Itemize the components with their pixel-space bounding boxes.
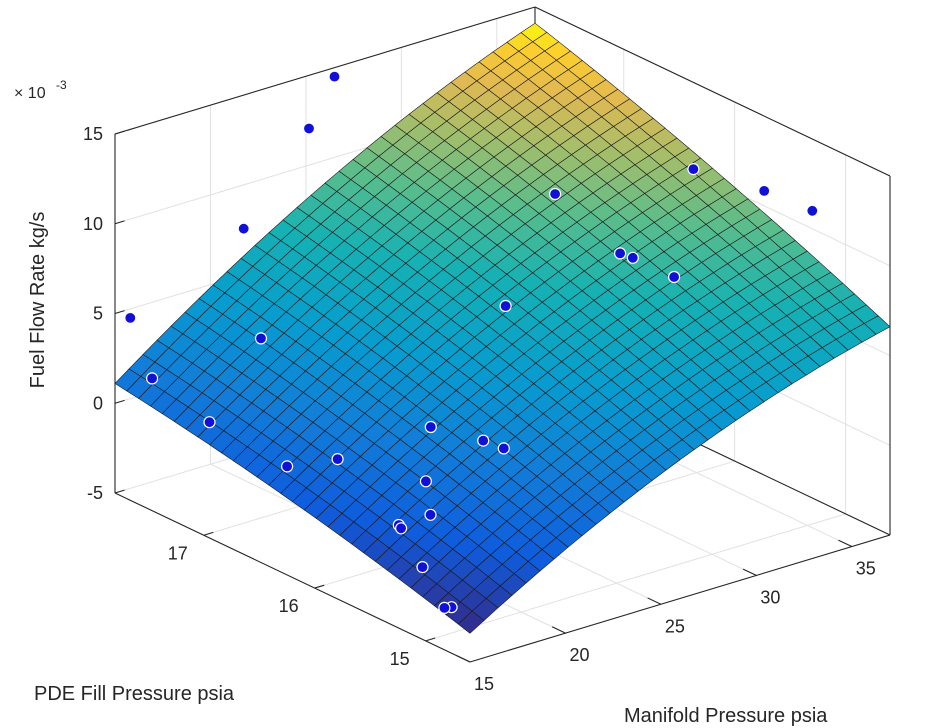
- data-point: [395, 522, 408, 535]
- data-point: [497, 442, 510, 455]
- x-tick-label: 15: [474, 674, 494, 694]
- data-points: [124, 70, 819, 615]
- x-tick: [838, 539, 853, 548]
- z-exponent-base: × 10: [14, 85, 46, 102]
- x-tick-label: 20: [569, 645, 589, 665]
- data-point: [302, 122, 316, 135]
- z-tick-label: 10: [83, 214, 103, 234]
- data-point: [477, 434, 490, 447]
- data-point: [203, 416, 216, 429]
- data-point: [419, 475, 432, 488]
- z-tick: [114, 399, 125, 404]
- data-point: [254, 332, 268, 345]
- data-point: [146, 372, 159, 385]
- y-tick: [425, 637, 436, 642]
- z-exponent-power: -3: [56, 78, 67, 92]
- floor-grid-y: [425, 513, 846, 642]
- z-tick-label: 0: [93, 393, 103, 413]
- y-tick-label: 15: [390, 649, 410, 669]
- axes-box-front: [114, 492, 891, 663]
- z-tick-label: -5: [87, 483, 103, 503]
- z-exponent: × 10 -3: [14, 78, 67, 102]
- data-point: [424, 508, 437, 521]
- x-tick-label: 30: [760, 587, 780, 607]
- surface-patch: [457, 610, 485, 634]
- z-tick-label: 5: [93, 304, 103, 324]
- box-edge: [469, 534, 891, 663]
- x-tick: [551, 626, 566, 634]
- y-tick: [314, 584, 325, 589]
- fitted-surface: [114, 22, 891, 634]
- data-point: [438, 601, 451, 615]
- y-axis-label: PDE Fill Pressure psia: [34, 683, 235, 705]
- y-tick: [203, 531, 214, 536]
- data-point: [124, 311, 137, 324]
- box-edge: [114, 6, 536, 135]
- x-tick: [647, 597, 662, 605]
- data-point: [416, 560, 429, 574]
- data-point: [758, 184, 771, 197]
- x-tick: [742, 568, 757, 576]
- z-tick: [114, 220, 125, 225]
- data-point: [331, 453, 344, 466]
- y-tick-label: 17: [168, 543, 188, 563]
- data-point: [687, 163, 700, 176]
- box-edge: [114, 492, 471, 663]
- z-tick: [114, 489, 125, 494]
- x-tick-label: 35: [856, 559, 876, 579]
- data-point: [806, 204, 819, 217]
- x-axis-label: Manifold Pressure psia: [624, 705, 828, 727]
- data-point: [281, 460, 294, 473]
- x-tick: [456, 655, 471, 663]
- axis-ticks: 15 20 25 30 35 15 16 17 -5 0 5 10 15: [83, 124, 876, 694]
- data-point: [237, 222, 250, 235]
- z-tick: [114, 130, 125, 135]
- data-point: [667, 270, 681, 284]
- data-point: [499, 299, 512, 313]
- z-axis-label: Fuel Flow Rate kg/s: [27, 212, 49, 389]
- box-edge: [534, 6, 891, 177]
- data-point: [613, 247, 627, 260]
- data-point: [626, 251, 639, 264]
- z-tick-label: 15: [83, 124, 103, 144]
- data-point: [548, 187, 562, 201]
- z-tick: [114, 310, 125, 315]
- y-tick-label: 16: [279, 596, 299, 616]
- x-tick-label: 25: [665, 616, 685, 636]
- data-point: [424, 420, 437, 434]
- data-point: [328, 70, 341, 83]
